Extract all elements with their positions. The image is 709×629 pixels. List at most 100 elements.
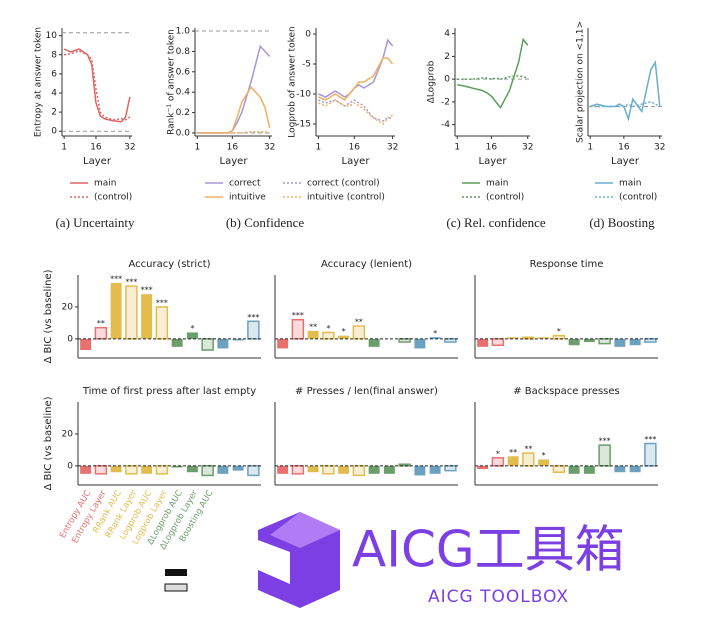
y-tick-label: 0.4 <box>176 88 191 98</box>
bar <box>338 335 350 339</box>
x-tick-label: 16 <box>227 143 239 153</box>
y-tick-label: 0.8 <box>176 47 191 57</box>
bar <box>217 338 229 349</box>
bar <box>614 465 626 473</box>
series-line <box>318 57 394 101</box>
bar <box>491 338 505 346</box>
x-tick-label: 32 <box>654 143 665 153</box>
y-tick-label: 20 <box>62 302 74 312</box>
legend-label: intuitive (control) <box>307 193 385 203</box>
x-tick-label: 1 <box>194 143 200 153</box>
bar <box>522 452 535 467</box>
y-tick-label: 0 <box>51 127 57 137</box>
bar <box>322 331 335 340</box>
y-axis-label: Rank⁻¹ of answer token <box>167 29 177 135</box>
significance: * <box>496 449 500 458</box>
bar <box>232 465 244 471</box>
y-tick-label: 0 <box>67 461 73 471</box>
bar <box>352 465 366 477</box>
bar <box>141 294 153 339</box>
y-tick-label: -15 <box>296 120 311 130</box>
x-tick-label: 32 <box>387 143 398 153</box>
bar <box>398 338 411 343</box>
y-tick-label: 20 <box>62 429 74 439</box>
bar <box>598 338 611 345</box>
panel-title: Accuracy (strict) <box>128 259 210 270</box>
significance: ** <box>97 319 105 328</box>
bar <box>110 465 122 473</box>
legend-swatch-filled <box>165 569 187 576</box>
bar <box>291 465 305 475</box>
y-tick-label: 2 <box>444 52 450 62</box>
panel-title: Response time <box>530 259 604 270</box>
series-line <box>197 44 271 134</box>
y-tick-label: 2 <box>51 108 57 118</box>
bar <box>383 465 395 474</box>
bar <box>277 465 289 474</box>
watermark: AICG工具箱 AICG TOOLBOX <box>222 490 709 629</box>
y-tick-label: 0 <box>305 30 311 40</box>
significance: ** <box>309 322 317 331</box>
bar <box>247 465 260 477</box>
y-tick-label: -4 <box>441 120 450 130</box>
significance: * <box>190 324 194 333</box>
bar <box>94 465 108 475</box>
y-tick-label: 0.0 <box>176 128 191 138</box>
bar <box>552 465 566 473</box>
significance: *** <box>247 313 259 322</box>
bar <box>338 465 350 474</box>
series-line <box>589 60 661 122</box>
legend-label: main <box>486 179 509 189</box>
bar <box>186 332 198 339</box>
series-line <box>197 85 271 134</box>
y-axis-label: Entropy at answer token <box>34 27 44 137</box>
bar <box>538 459 550 466</box>
bar <box>477 338 489 347</box>
x-tick-label: 32 <box>264 143 275 153</box>
significance: *** <box>156 298 168 307</box>
y-tick-label: 0 <box>67 334 73 344</box>
bar <box>201 338 214 351</box>
bar <box>171 338 183 347</box>
bar <box>629 338 641 346</box>
bar <box>398 463 411 467</box>
bar <box>80 338 92 351</box>
significance: *** <box>110 274 122 283</box>
bar <box>614 338 626 347</box>
x-axis-label: Layer <box>83 156 112 167</box>
legend-label: (control) <box>94 193 132 203</box>
y-axis-label: Scalar projection on <1,1> <box>576 21 586 143</box>
bar <box>368 465 380 474</box>
bar <box>277 338 289 349</box>
significance: ** <box>509 448 517 457</box>
significance: *** <box>644 435 656 444</box>
bar <box>247 320 260 340</box>
bar <box>155 306 169 340</box>
significance: ** <box>355 318 363 327</box>
series-line <box>63 50 131 121</box>
significance: * <box>326 324 330 333</box>
bar <box>110 282 122 339</box>
y-tick-label: 10 <box>46 31 58 41</box>
y-tick-label: -10 <box>296 90 311 100</box>
x-tick-label: 16 <box>349 143 361 153</box>
y-tick-label: -2 <box>441 97 450 107</box>
bar <box>583 338 595 343</box>
bar <box>201 465 214 477</box>
bar <box>125 465 138 475</box>
legend-label: (control) <box>486 193 524 203</box>
caption: (c) Rel. confidence <box>446 215 545 230</box>
y-tick-label: 0 <box>444 75 450 85</box>
bar <box>155 465 169 475</box>
significance: *** <box>125 278 137 287</box>
bar <box>352 325 366 340</box>
y-tick-label: 6 <box>51 69 57 79</box>
x-tick-label: 1 <box>587 143 593 153</box>
panel-title: Accuracy (lenient) <box>321 259 412 270</box>
bar <box>598 444 611 467</box>
bar <box>444 465 457 472</box>
bar <box>552 334 566 340</box>
bar <box>186 465 198 473</box>
caption: (d) Boosting <box>589 215 655 230</box>
x-tick-label: 32 <box>522 143 533 153</box>
